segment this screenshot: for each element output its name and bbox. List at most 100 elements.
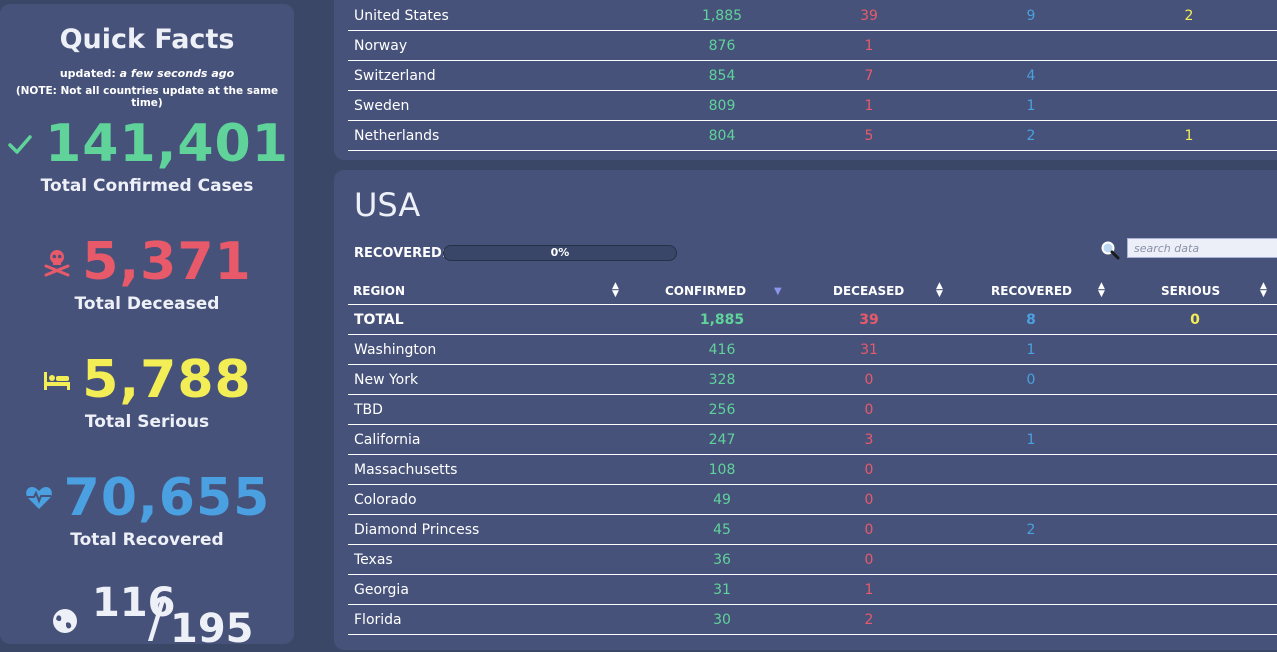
region-name: California <box>354 432 421 448</box>
recovered-progress-percent: 0% <box>550 246 570 259</box>
recovered-cell: 0 <box>1026 372 1036 388</box>
updated-value: a few seconds ago <box>119 67 235 80</box>
deceased-cell: 0 <box>864 462 874 478</box>
updated-line: updated: a few seconds ago <box>0 67 294 80</box>
skull-crossbones-icon <box>42 247 72 277</box>
header-deceased[interactable]: DECEASED <box>833 284 905 298</box>
recovered-value: 70,655 <box>63 468 271 528</box>
table-row[interactable]: United States 1,885 39 9 2 <box>348 0 1277 31</box>
serious-label: Total Serious <box>84 412 210 432</box>
header-recovered[interactable]: RECOVERED <box>991 284 1073 298</box>
confirmed-cell: 804 <box>708 128 736 144</box>
header-confirmed[interactable]: CONFIRMED <box>665 284 747 298</box>
sort-recovered-icon[interactable]: ▲ ▼ <box>1098 281 1105 299</box>
country-name: Sweden <box>354 98 410 114</box>
confirmed-cell: 416 <box>708 342 736 358</box>
region-name: TBD <box>354 402 383 418</box>
fraction-slash: / <box>148 586 167 649</box>
deceased-cell: 0 <box>864 402 874 418</box>
sort-region-icon[interactable]: ▲ ▼ <box>612 281 619 299</box>
search-icon[interactable] <box>1100 240 1120 260</box>
confirmed-cell: 108 <box>708 462 736 478</box>
confirmed-cell: 854 <box>708 68 736 84</box>
confirmed-cell: 256 <box>708 402 736 418</box>
stat-recovered: 70,655 Total Recovered <box>0 468 294 550</box>
sort-serious-icon[interactable]: ▲ ▼ <box>1260 281 1267 299</box>
recovered-label: Total Recovered <box>70 530 224 550</box>
serious-cell: 2 <box>1184 8 1194 24</box>
table-row[interactable]: New York 328 0 0 <box>348 364 1277 395</box>
countries-fraction: 116 / 195 <box>82 580 254 652</box>
deceased-cell: 5 <box>864 128 874 144</box>
recovered-cell: 1 <box>1026 342 1036 358</box>
recovered-cell: 9 <box>1026 8 1036 24</box>
table-row[interactable]: TBD 256 0 <box>348 394 1277 425</box>
confirmed-value: 141,401 <box>45 114 289 174</box>
recovered-cell: 2 <box>1026 522 1036 538</box>
total-row[interactable]: TOTAL 1,885 39 8 0 <box>348 304 1277 335</box>
recovered-cell: 4 <box>1026 68 1036 84</box>
deceased-cell: 1 <box>864 98 874 114</box>
serious-cell: 1 <box>1184 128 1194 144</box>
confirmed-cell: 328 <box>708 372 736 388</box>
table-row[interactable]: Massachusetts 108 0 <box>348 454 1277 485</box>
table-row[interactable]: Texas 36 0 <box>348 544 1277 575</box>
deceased-cell: 0 <box>864 522 874 538</box>
table-row[interactable]: Netherlands 804 5 2 1 <box>348 120 1277 151</box>
sort-confirmed-icon[interactable]: ▼ <box>774 286 782 297</box>
countries-total-count: 195 <box>170 606 254 652</box>
deceased-cell: 31 <box>860 342 878 358</box>
search-input[interactable] <box>1127 238 1277 258</box>
table-row[interactable]: Sweden 809 1 1 <box>348 90 1277 121</box>
region-name: Florida <box>354 612 402 628</box>
confirmed-cell: 1,885 <box>699 312 745 328</box>
confirmed-cell: 36 <box>713 552 731 568</box>
deceased-cell: 0 <box>864 372 874 388</box>
country-name: Norway <box>354 38 408 54</box>
table-row[interactable]: Colorado 49 0 <box>348 484 1277 515</box>
confirmed-label: Total Confirmed Cases <box>40 176 254 196</box>
deceased-label: Total Deceased <box>74 294 220 314</box>
deceased-cell: 39 <box>860 8 878 24</box>
deceased-cell: 3 <box>864 432 874 448</box>
update-note: (NOTE: Not all countries update at the s… <box>15 85 279 109</box>
table-row[interactable]: California 247 3 1 <box>348 424 1277 455</box>
table-row[interactable]: Georgia 31 1 <box>348 574 1277 605</box>
country-name: Netherlands <box>354 128 440 144</box>
recovered-cell: 8 <box>1026 312 1036 328</box>
header-serious[interactable]: SERIOUS <box>1161 284 1221 298</box>
sort-deceased-icon[interactable]: ▲ ▼ <box>936 281 943 299</box>
countries-affected: 116 / 195 <box>0 580 294 652</box>
globe-icon <box>52 608 78 638</box>
table-row[interactable]: Diamond Princess 45 0 2 <box>348 514 1277 545</box>
confirmed-cell: 45 <box>713 522 731 538</box>
deceased-value: 5,371 <box>82 232 252 292</box>
table-row[interactable]: Switzerland 854 7 4 <box>348 60 1277 91</box>
stat-deceased: 5,371 Total Deceased <box>0 232 294 314</box>
region-name: Washington <box>354 342 437 358</box>
confirmed-cell: 31 <box>713 582 731 598</box>
deceased-cell: 0 <box>864 492 874 508</box>
confirmed-cell: 247 <box>708 432 736 448</box>
recovered-cell: 2 <box>1026 128 1036 144</box>
region-name: Massachusetts <box>354 462 458 478</box>
deceased-cell: 7 <box>864 68 874 84</box>
region-name: Texas <box>354 552 393 568</box>
region-name: New York <box>354 372 419 388</box>
table-row[interactable]: Florida 30 2 <box>348 604 1277 635</box>
region-name: TOTAL <box>354 312 404 328</box>
region-name: Georgia <box>354 582 409 598</box>
header-region[interactable]: REGION <box>353 284 405 298</box>
recovered-cell: 1 <box>1026 432 1036 448</box>
confirmed-cell: 1,885 <box>701 8 743 24</box>
table-row[interactable]: Washington 416 31 1 <box>348 334 1277 365</box>
region-name: Colorado <box>354 492 417 508</box>
confirmed-cell: 876 <box>708 38 736 54</box>
deceased-cell: 39 <box>859 312 879 328</box>
table-row[interactable]: Norway 876 1 <box>348 30 1277 61</box>
recovered-progress-label: RECOVERED: <box>354 246 447 261</box>
stat-serious: 5,788 Total Serious <box>0 350 294 432</box>
countries-affected-count: 116 <box>92 580 176 626</box>
usa-title: USA <box>354 186 421 224</box>
quick-facts-title: Quick Facts <box>59 24 235 55</box>
